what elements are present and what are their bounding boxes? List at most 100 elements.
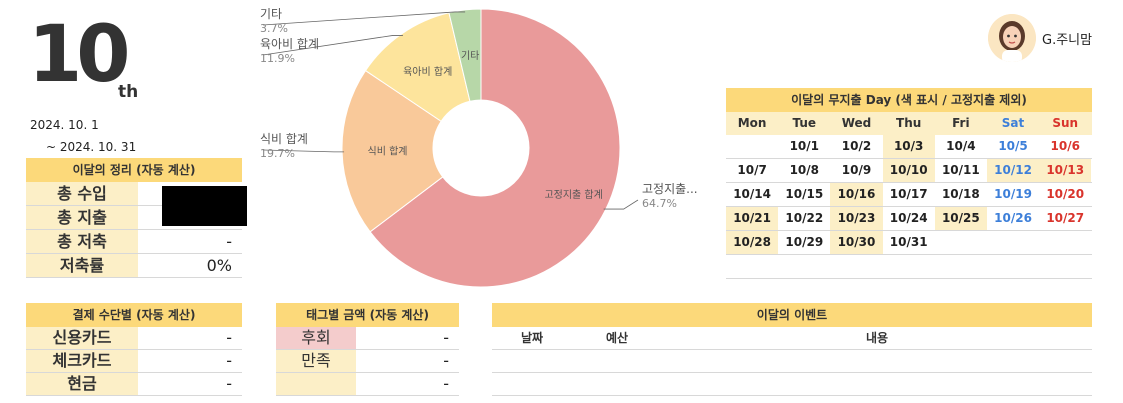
payment-value[interactable]: -	[226, 374, 232, 393]
tag-value[interactable]: -	[443, 351, 449, 370]
leader-line	[262, 35, 403, 56]
summary-title: 이달의 정리 (자동 계산)	[26, 158, 242, 182]
calendar-day-cell[interactable]: 10/17	[889, 187, 928, 201]
calendar-day-cell[interactable]: 10/9	[841, 163, 872, 177]
day-sat: Sat	[1001, 116, 1025, 130]
calendar-day-cell[interactable]: 10/23	[830, 207, 883, 230]
day-fri: Fri	[952, 116, 970, 130]
month-suffix: th	[118, 82, 139, 102]
calendar-day-cell[interactable]: 10/5	[998, 139, 1028, 153]
tag-title: 태그별 금액 (자동 계산)	[276, 303, 459, 327]
calendar-day-cell[interactable]: 10/6	[1050, 139, 1080, 153]
calendar-day-cell[interactable]: 10/7	[737, 163, 767, 177]
calendar-day-cell[interactable]	[935, 231, 987, 254]
leader-line	[262, 149, 345, 153]
calendar-day-cell[interactable]: 10/18	[941, 187, 980, 201]
calendar-day-cell[interactable]: 10/28	[726, 231, 779, 254]
start-date: 2024. 10. 1	[30, 118, 99, 132]
slice-percent-label: 11.9%	[260, 52, 295, 65]
calendar-day-cell[interactable]	[726, 135, 778, 158]
calendar-day-cell[interactable]: 10/19	[994, 187, 1032, 201]
tag-label: 후회	[276, 327, 356, 349]
payment-row: 체크카드 -	[26, 350, 242, 373]
day-wed: Wed	[841, 116, 872, 130]
calendar-day-cell[interactable]: 10/12	[986, 159, 1040, 182]
slice-outside-label: 고정지출...	[642, 182, 698, 196]
slice-inside-label: 기타	[461, 50, 479, 62]
calendar-week	[726, 255, 1092, 279]
tag-row: 후회 -	[276, 327, 459, 350]
payment-row: 신용카드 -	[26, 327, 242, 350]
calendar-title: 이달의 무지출 Day (색 표시 / 고정지출 제외)	[726, 88, 1092, 112]
slice-percent-label: 19.7%	[260, 147, 295, 160]
day-mon: Mon	[737, 116, 767, 130]
leader-line	[262, 11, 466, 26]
calendar-week: 10/1 10/2 10/3 10/4 10/5 10/6	[726, 135, 1092, 159]
calendar-day-cell[interactable]: 10/13	[1039, 159, 1092, 182]
calendar-day-cell[interactable]	[987, 231, 1039, 254]
summary-value[interactable]: -	[226, 232, 232, 251]
calendar-day-cell[interactable]: 10/4	[946, 139, 976, 153]
events-col-budget: 예산	[605, 331, 629, 345]
payment-label: 신용카드	[26, 327, 138, 349]
events-col-date: 날짜	[520, 331, 544, 345]
calendar-day-cell[interactable]: 10/14	[733, 187, 771, 201]
slice-outside-label: 식비 합계	[260, 132, 308, 146]
events-title: 이달의 이벤트	[492, 303, 1092, 327]
calendar-day-cell[interactable]	[1039, 231, 1091, 254]
payment-title: 결제 수단별 (자동 계산)	[26, 303, 242, 327]
pie-slice	[341, 69, 444, 233]
events-row[interactable]	[492, 373, 1092, 396]
events-col-content: 내용	[865, 331, 889, 345]
summary-label: 총 수입	[26, 182, 138, 205]
calendar-day-cell[interactable]: 10/31	[889, 235, 928, 249]
tag-value[interactable]: -	[443, 328, 449, 347]
calendar-day-cell[interactable]: 10/16	[830, 183, 883, 206]
events-row[interactable]	[492, 350, 1092, 373]
calendar-day-cell[interactable]: 10/30	[830, 231, 883, 254]
tag-value[interactable]: -	[443, 374, 449, 393]
pie-slice	[369, 8, 621, 288]
day-tue: Tue	[792, 116, 817, 130]
calendar-day-cell[interactable]: 10/22	[785, 211, 824, 225]
events-header-row: 날짜 예산 내용	[492, 327, 1092, 350]
payment-value[interactable]: -	[226, 351, 232, 370]
calendar-day-cell[interactable]: 10/21	[726, 207, 779, 230]
summary-value[interactable]: 0%	[206, 256, 232, 275]
calendar-day-cell[interactable]: 10/3	[882, 135, 935, 158]
tag-amount-table: 태그별 금액 (자동 계산) 후회 - 만족 - -	[276, 303, 459, 396]
day-sun: Sun	[1052, 116, 1079, 130]
calendar-day-cell[interactable]: 10/27	[1046, 211, 1085, 225]
calendar-day-cell[interactable]: 10/10	[882, 159, 935, 182]
calendar-day-cell[interactable]: 10/26	[994, 211, 1032, 225]
redacted-amount-box	[162, 186, 247, 226]
calendar-day-cell[interactable]: 10/8	[789, 163, 819, 177]
calendar-day-cell[interactable]: 10/15	[785, 187, 824, 201]
slice-inside-label: 고정지출 합계	[544, 189, 602, 201]
summary-row: 저축률 0%	[26, 254, 242, 278]
tag-row: 만족 -	[276, 350, 459, 373]
summary-label: 저축률	[26, 254, 138, 277]
slice-outside-label: 기타	[260, 7, 282, 21]
calendar-day-cell[interactable]: 10/24	[889, 211, 928, 225]
slice-percent-label: 64.7%	[642, 197, 677, 210]
calendar-day-cell[interactable]: 10/2	[841, 139, 872, 153]
payment-value[interactable]: -	[226, 328, 232, 347]
summary-label: 총 저축	[26, 230, 138, 253]
calendar-day-cell[interactable]: 10/20	[1046, 187, 1085, 201]
avatar-icon	[988, 14, 1036, 62]
calendar-day-cell[interactable]: 10/11	[941, 163, 980, 177]
slice-inside-label: 식비 합계	[368, 146, 408, 158]
no-spend-calendar: 이달의 무지출 Day (색 표시 / 고정지출 제외) Mon Tue Wed…	[726, 88, 1092, 279]
calendar-day-cell[interactable]: 10/29	[785, 235, 824, 249]
tag-label	[276, 373, 356, 395]
month-number: 10	[28, 10, 131, 100]
payment-method-table: 결제 수단별 (자동 계산) 신용카드 - 체크카드 - 현금 -	[26, 303, 242, 396]
calendar-day-cell[interactable]: 10/25	[934, 207, 987, 230]
summary-row: 총 저축 -	[26, 230, 242, 254]
calendar-week: 10/14 10/15 10/16 10/17 10/18 10/19 10/2…	[726, 183, 1092, 207]
calendar-week: 10/21 10/22 10/23 10/24 10/25 10/26 10/2…	[726, 207, 1092, 231]
summary-row: 총 지출	[26, 206, 242, 230]
leader-line	[603, 199, 639, 210]
calendar-day-cell[interactable]: 10/1	[789, 139, 819, 153]
